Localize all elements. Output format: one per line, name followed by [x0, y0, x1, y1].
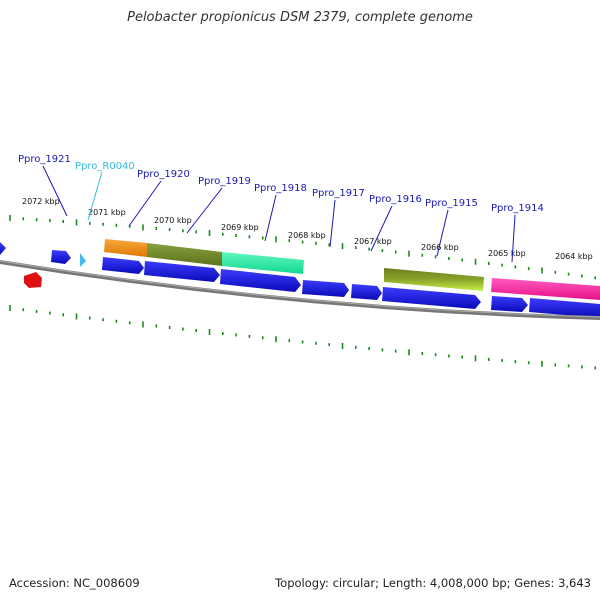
leader-line — [128, 180, 162, 227]
gene-arrow-ppro-1917[interactable] — [302, 280, 349, 297]
gene-label-ppro-1921[interactable]: Ppro_1921 — [18, 154, 71, 165]
gene-label-ppro-1914[interactable]: Ppro_1914 — [491, 203, 544, 214]
function-band-mint[interactable] — [222, 252, 304, 274]
gene-arrow-ppro-1921[interactable] — [51, 250, 71, 264]
leader-line — [264, 194, 277, 242]
leader-line — [370, 205, 393, 252]
function-band-track — [104, 239, 600, 300]
kbp-label-2065: 2065 kbp — [488, 249, 526, 258]
rrna-marker[interactable] — [24, 272, 42, 288]
outer-tick-ring — [9, 215, 597, 280]
leader-line — [511, 214, 516, 263]
leader-line — [186, 187, 223, 234]
trna-arrow-ppro-r0040[interactable] — [80, 253, 86, 267]
inner-tick-ring — [9, 305, 597, 370]
gene-arrow-ppro-1915[interactable] — [382, 287, 481, 309]
function-band-olive[interactable] — [147, 243, 222, 266]
function-band-orange[interactable] — [104, 239, 147, 257]
gene-label-ppro-1915[interactable]: Ppro_1915 — [425, 198, 478, 209]
cds-track — [0, 242, 600, 318]
leader-line — [42, 165, 68, 217]
gene-labels: Ppro_1921 Ppro_R0040 Ppro_1920 Ppro_1919… — [18, 154, 544, 263]
kbp-label-2071: 2071 kbp — [88, 208, 126, 217]
leader-line — [87, 171, 103, 221]
gene-arrow-ppro-1916[interactable] — [351, 284, 382, 300]
kbp-label-2069: 2069 kbp — [221, 223, 259, 232]
gene-label-ppro-1919[interactable]: Ppro_1919 — [198, 176, 251, 187]
kbp-label-2068: 2068 kbp — [288, 231, 326, 240]
kbp-label-2066: 2066 kbp — [421, 243, 459, 252]
gene-label-ppro-1916[interactable]: Ppro_1916 — [369, 194, 422, 205]
gene-label-ppro-1917[interactable]: Ppro_1917 — [312, 188, 365, 199]
topology-label: Topology: circular; Length: 4,008,000 bp… — [275, 576, 591, 590]
kbp-label-2067: 2067 kbp — [354, 237, 392, 246]
gene-arrow-ppro-1919[interactable] — [144, 261, 220, 282]
kbp-label-2064: 2064 kbp — [555, 252, 593, 261]
function-band-olive-2[interactable] — [384, 268, 484, 291]
accession-label: Accession: NC_008609 — [9, 576, 140, 590]
kbp-scale-labels: 2072 kbp 2071 kbp 2070 kbp 2069 kbp 2068… — [22, 197, 593, 261]
gene-label-ppro-1918[interactable]: Ppro_1918 — [254, 183, 307, 194]
gene-arrow-ppro-1914[interactable] — [491, 296, 528, 312]
kbp-label-2072: 2072 kbp — [22, 197, 60, 206]
gene-arrow-left-edge[interactable] — [0, 242, 6, 255]
genome-backbone — [0, 260, 600, 320]
gene-arrow-ppro-1918[interactable] — [220, 269, 301, 292]
gene-label-ppro-r0040[interactable]: Ppro_R0040 — [75, 161, 135, 172]
gene-arrow-ppro-1913[interactable] — [529, 298, 600, 318]
leader-line — [329, 199, 336, 248]
backbone-highlight — [0, 260, 600, 318]
kbp-label-2070: 2070 kbp — [154, 216, 192, 225]
gene-arrow-ppro-1920[interactable] — [102, 257, 144, 274]
function-band-pink[interactable] — [491, 278, 600, 300]
leader-line — [436, 209, 449, 257]
map-title: Pelobacter propionicus DSM 2379, complet… — [127, 10, 473, 25]
gene-label-ppro-1920[interactable]: Ppro_1920 — [137, 169, 190, 180]
